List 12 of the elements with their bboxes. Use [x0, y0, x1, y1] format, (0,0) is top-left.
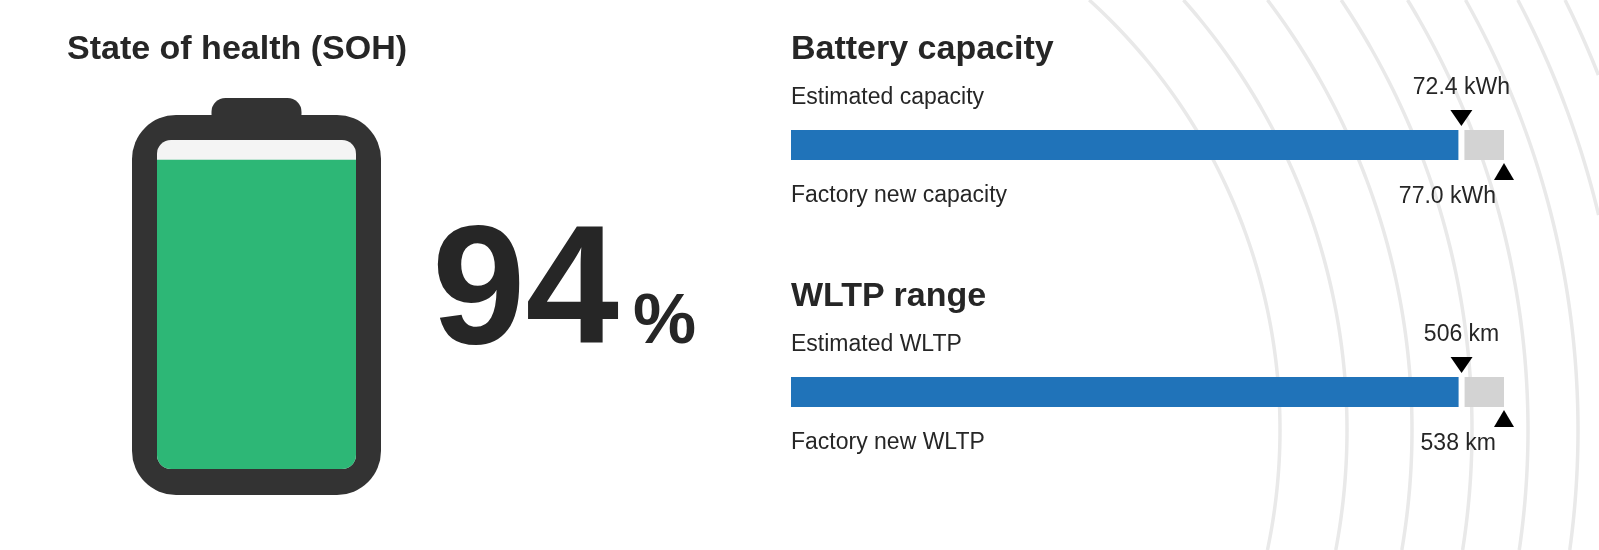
text: Battery capacity [791, 28, 1054, 66]
data-label: 77.0 kWh [1398, 182, 1496, 208]
category-label: Factory new capacity [791, 181, 1008, 207]
text: State of health (SOH) [67, 28, 408, 66]
data-label: 506 km [1423, 320, 1500, 346]
category-label: Estimated WLTP [791, 329, 962, 356]
category-label: Estimated capacity [791, 82, 985, 109]
data-label: 72.4 kWh [1412, 73, 1510, 99]
data-label: 94% [432, 191, 697, 379]
category-label: Factory new WLTP [791, 428, 985, 454]
data-label: 538 km [1420, 429, 1496, 455]
text: WLTP range [791, 275, 987, 313]
